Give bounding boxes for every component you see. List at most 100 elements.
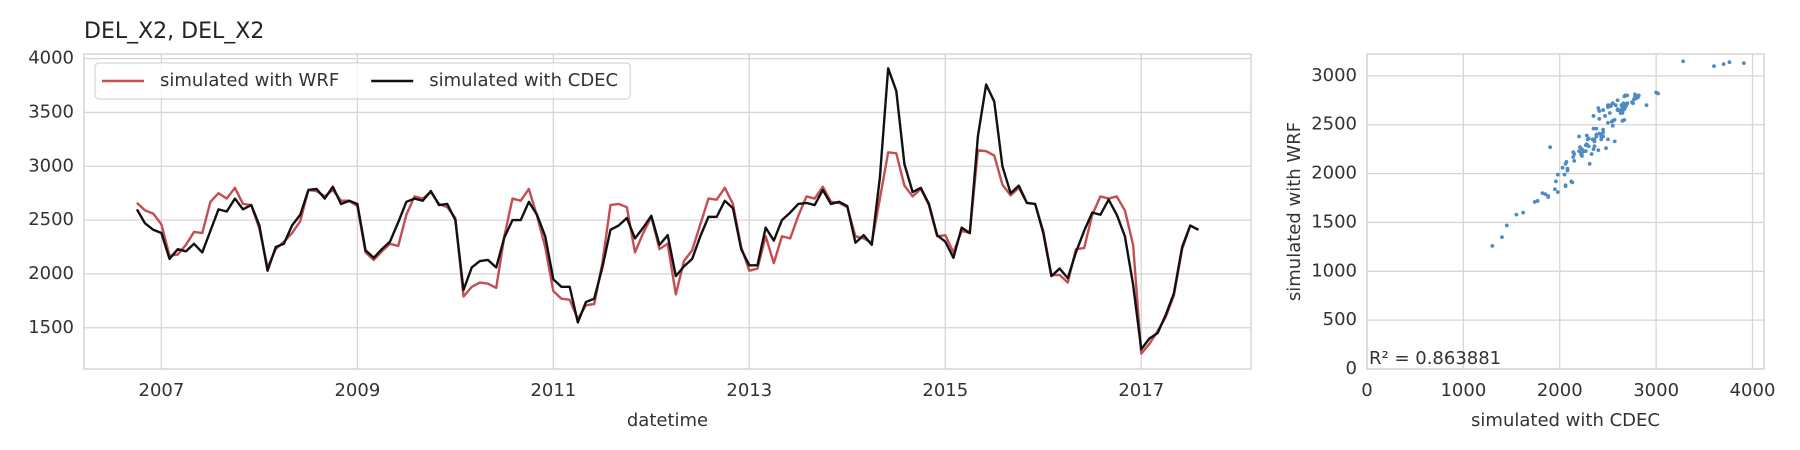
scatter-point [1572,158,1577,163]
scatter-point [1586,136,1591,141]
scatter-point [1608,104,1613,109]
scatter-point [1570,180,1575,185]
y-tick-label: 1000 [1311,260,1357,281]
scatter-point [1712,64,1716,69]
y-tick-label: 3000 [28,155,74,176]
scatter-point [1563,184,1568,189]
scatter-point [1620,108,1625,112]
x-tick-label: 2000 [1537,380,1583,401]
scatter-point [1603,114,1607,118]
legend: simulated with WRF simulated with CDEC [94,62,631,100]
scatter-point [1721,62,1726,67]
x-tick-label: 2009 [334,380,380,401]
legend-label: simulated with CDEC [429,70,618,91]
scatter-point [1596,106,1601,111]
x-tick-label: 0 [1361,380,1372,401]
y-tick-label: 1500 [28,317,74,338]
scatter-point [1521,210,1526,215]
scatter-point [1594,132,1599,137]
scatter-point [1543,192,1548,197]
scatter-point [1601,127,1606,132]
scatter-point [1727,60,1732,65]
scatter-point [1609,119,1614,124]
scatter-point [1589,152,1594,156]
scatter-point [1620,118,1625,123]
scatter-point [1610,101,1615,106]
scatter-point [1607,111,1612,115]
y-tick-label: 1500 [1311,211,1357,232]
series-line [136,148,1199,355]
y-tick-label: 0 [1346,358,1357,379]
scatter-point [1581,149,1586,154]
scatter-point [1532,200,1537,204]
x-tick-label: 4000 [1730,380,1776,401]
x-tick-label: 3000 [1633,380,1679,401]
scatter-point [1504,223,1509,228]
y-tick-label: 2000 [28,263,74,284]
scatter-point [1591,114,1596,118]
scatter-point [1616,108,1621,112]
scatter-point [1577,149,1581,154]
scatter-point [1606,105,1610,110]
x-tick-label: 2017 [1118,380,1164,401]
y-tick-label: 2500 [1311,114,1357,135]
scatter-point [1644,103,1649,108]
scatter-point [1546,195,1551,199]
scatter-point [1624,103,1629,108]
scatter-point [1610,123,1615,128]
scatter-point [1592,137,1597,142]
scatter-point [1553,187,1557,192]
scatter-point [1681,59,1686,64]
axes-frame [1366,53,1765,370]
x-axis-label: datetime [627,410,708,431]
scatter-point [1606,120,1610,125]
scatter-point [1591,126,1596,131]
scatter-point [1565,166,1570,171]
x-tick-label: 2013 [726,380,772,401]
scatter-point [1514,212,1519,217]
scatter-point [1587,161,1592,166]
y-tick-label: 2000 [1311,163,1357,184]
scatter-point [1606,137,1610,142]
axes-frame [83,53,1252,370]
scatter-point [1592,144,1597,149]
scatter-point [1615,98,1620,103]
scatter-point [1654,90,1659,95]
x-tick-label: 2011 [530,380,576,401]
scatter-point [1613,103,1618,108]
scatter-point [1604,146,1608,151]
chart-title: DEL_X2, DEL_X2 [84,19,264,44]
scatter-point [1555,190,1560,195]
scatter-point [1548,145,1553,150]
x-tick-label: 2015 [922,380,968,401]
x-tick-label: 2007 [139,380,185,401]
scatter-point [1571,155,1576,159]
scatter-point [1560,165,1565,170]
scatter-point [1596,148,1601,153]
scatter-point [1594,126,1599,131]
y-tick-label: 3500 [28,101,74,122]
scatter-point [1601,108,1606,112]
scatter-point [1623,93,1628,98]
scatter-point [1564,159,1569,164]
scatter-point [1597,116,1602,121]
scatter-point [1577,134,1581,139]
scatter-point [1555,172,1560,177]
scatter-point [1630,100,1634,105]
scatter-point [1572,152,1577,156]
y-axis-label: simulated with WRF [1284,122,1305,301]
scatter-point [1586,144,1591,149]
series-line [135,67,1199,351]
y-tick-label: 2500 [28,209,74,230]
legend-box [94,62,631,100]
scatter-point [1741,61,1746,66]
y-tick-label: 4000 [28,48,74,69]
scatter-point [1597,109,1602,113]
scatter-point [1535,199,1540,203]
scatter-point [1591,147,1596,152]
scatter-point [1490,243,1495,248]
x-axis-label: simulated with CDEC [1471,410,1660,431]
legend-label: simulated with WRF [160,70,339,91]
